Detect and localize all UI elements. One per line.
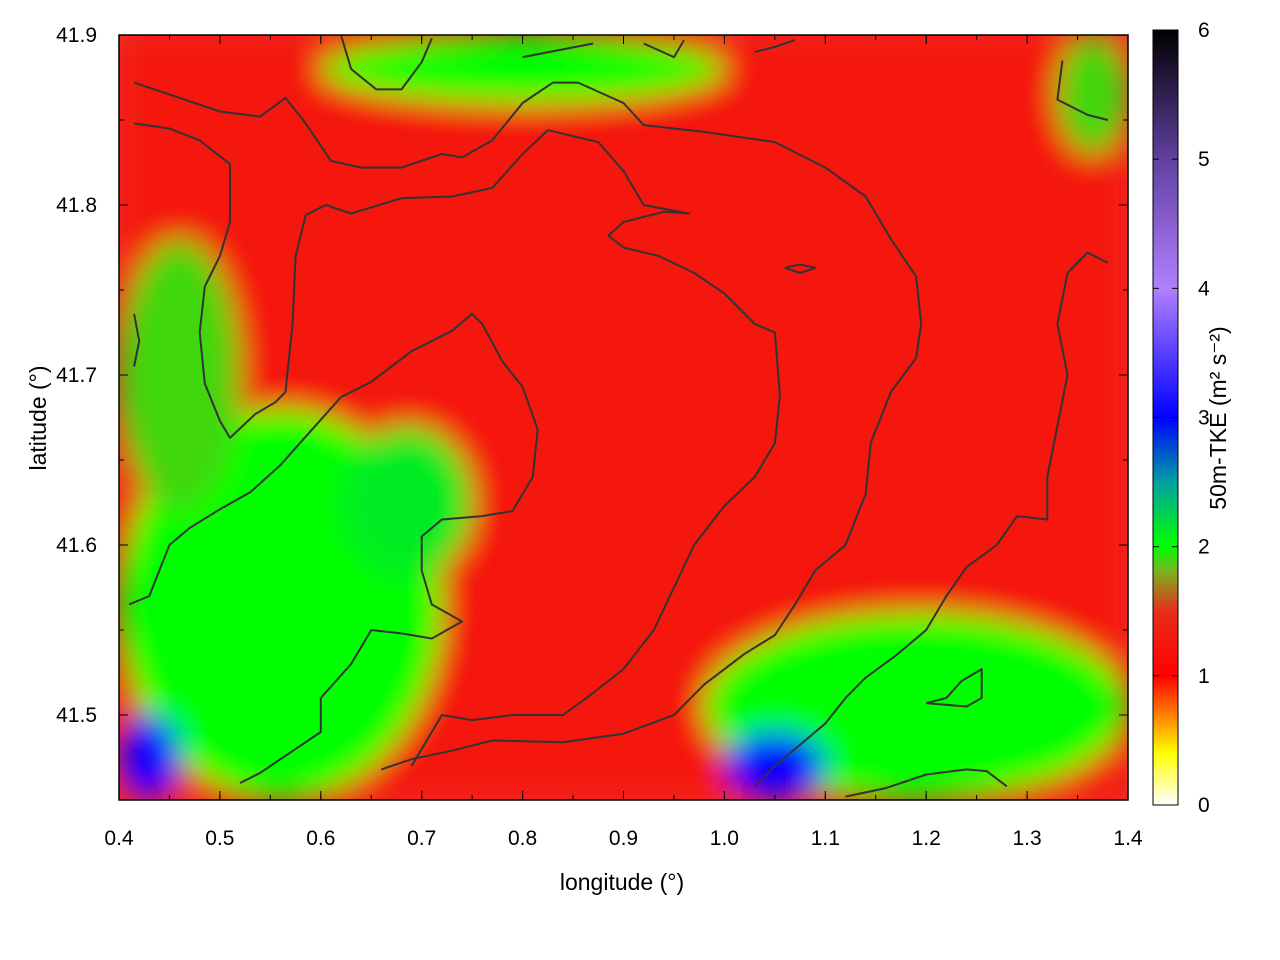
colorbar-label: 50m-TKE (m² s⁻²) xyxy=(1205,326,1231,509)
colorbar: 0 1 2 3 4 5 6 50m-TKE (m² s⁻²) xyxy=(1152,19,1231,817)
y-tick-label: 41.8 xyxy=(56,194,97,217)
contour-line-9 xyxy=(784,263,817,274)
x-tick-label: 1.2 xyxy=(912,827,941,850)
contour-lines xyxy=(128,35,1109,798)
contour-line-11 xyxy=(845,768,1008,798)
y-tick-label: 41.5 xyxy=(56,704,97,727)
y-tick-label: 41.6 xyxy=(56,534,97,557)
field-region-center-green-patch xyxy=(340,426,473,579)
colorbar-tick-label: 0 xyxy=(1198,794,1210,817)
colorbar-tick-label: 6 xyxy=(1198,19,1210,42)
x-tick-label: 1.4 xyxy=(1113,827,1143,850)
field-region-southwest-blue-core xyxy=(119,715,180,800)
y-axis-label: latitude (°) xyxy=(25,365,51,470)
heatmap-field xyxy=(119,35,1128,800)
contour-line-2 xyxy=(133,122,781,767)
colorbar-tick-label: 3 xyxy=(1198,407,1210,430)
contour-line-3 xyxy=(128,312,539,784)
colorbar-tick-label: 4 xyxy=(1198,277,1210,300)
y-tick-label: 41.7 xyxy=(56,364,97,387)
y-tick-label: 41.9 xyxy=(56,24,97,47)
y-axis: 41.5 41.6 41.7 41.8 41.9 xyxy=(56,24,1128,801)
colorbar-tick-label: 2 xyxy=(1198,536,1210,559)
x-tick-label: 1.1 xyxy=(811,827,840,850)
x-tick-label: 1.0 xyxy=(710,827,739,850)
contour-line-10 xyxy=(753,251,1109,788)
contour-line-8 xyxy=(1056,60,1109,121)
x-tick-label: 0.5 xyxy=(205,827,234,850)
contour-line-1 xyxy=(133,81,923,771)
contour-line-7 xyxy=(754,39,796,53)
plot-area xyxy=(118,34,1129,801)
x-axis: 0.4 0.5 0.6 0.7 0.8 0.9 1.0 1.1 1.2 1.3 1.4 xyxy=(104,35,1143,850)
colorbar-ticks: 0 1 2 3 4 5 6 xyxy=(1153,19,1210,817)
field-region-east-green-edge xyxy=(1057,35,1128,154)
x-tick-label: 1.3 xyxy=(1012,827,1041,850)
field-region-west-green-strip xyxy=(119,239,241,511)
x-tick-label: 0.4 xyxy=(104,827,134,850)
x-tick-label: 0.8 xyxy=(508,827,537,850)
field-region-north-green-edge xyxy=(320,35,725,103)
colorbar-tick-label: 1 xyxy=(1198,665,1210,688)
contour-line-6 xyxy=(643,39,685,59)
x-tick-label: 0.6 xyxy=(306,827,335,850)
contour-line-4 xyxy=(340,35,433,91)
contour-line-13 xyxy=(133,313,141,367)
x-axis-label: longitude (°) xyxy=(560,869,684,895)
contour-line-12 xyxy=(925,668,983,708)
x-tick-label: 0.7 xyxy=(407,827,436,850)
x-tick-label: 0.9 xyxy=(609,827,638,850)
colorbar-tick-label: 5 xyxy=(1198,148,1210,171)
contour-line-5 xyxy=(522,42,594,59)
